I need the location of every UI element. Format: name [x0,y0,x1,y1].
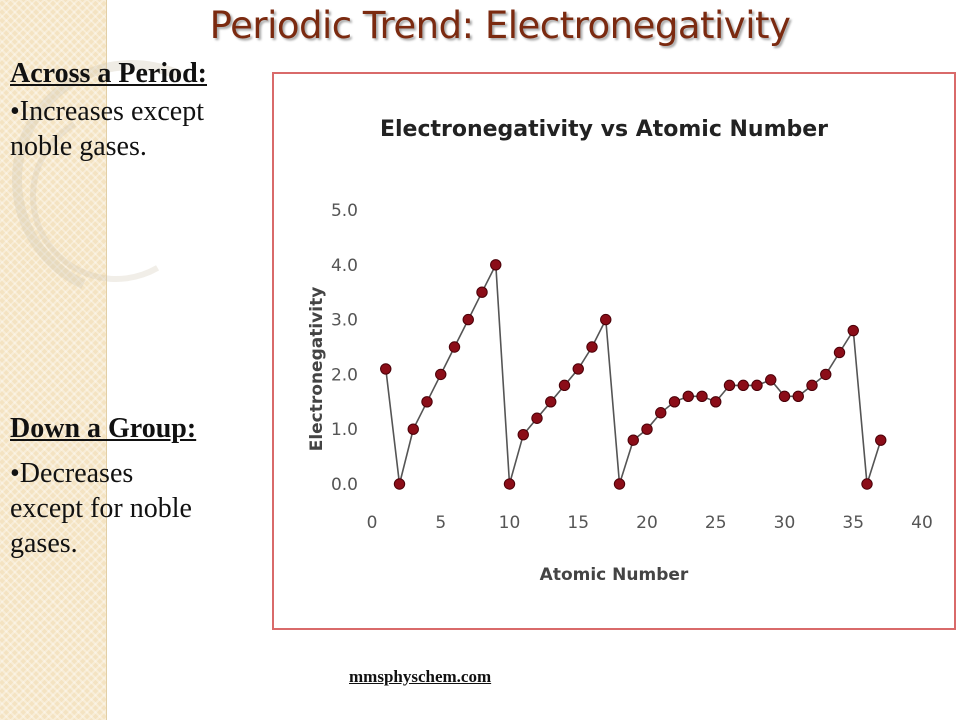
down-group-heading: Down a Group: [10,413,197,444]
data-point [668,396,681,408]
data-point [641,423,653,435]
y-tick-label: 2.0 [331,365,358,385]
data-point [765,374,777,386]
y-tick-label: 4.0 [331,256,358,276]
data-point [778,390,791,403]
data-point [833,346,846,359]
data-point [380,363,392,375]
x-tick-label: 5 [435,513,446,533]
data-point [435,368,447,381]
data-point [531,412,543,424]
data-point [723,379,736,392]
data-point [462,313,474,326]
across-period-heading: Across a Period: [10,58,207,89]
data-point [847,324,859,337]
across-period-text: •Increases except noble gases. [10,94,204,164]
data-point [600,313,612,326]
data-point [490,259,502,271]
data-point [696,390,708,403]
data-point [806,379,818,392]
data-point [517,428,529,441]
data-point [682,390,694,403]
data-point [820,368,832,381]
x-axis-label: Atomic Number [540,565,689,585]
data-point [503,478,516,490]
data-point [613,478,626,490]
x-tick-label: 10 [499,513,521,533]
data-point [421,396,433,408]
across-period-line: noble gases. [10,131,147,162]
source-credit: mmsphyschem.com [349,667,492,686]
y-tick-label: 0.0 [331,475,358,495]
y-tick-label: 1.0 [331,420,358,440]
y-tick-label: 3.0 [331,311,358,331]
decorative-side-strip [0,0,107,720]
y-axis-label: Electronegativity [307,287,327,452]
data-point [545,396,557,408]
x-tick-label: 20 [636,513,658,533]
data-point [751,379,763,392]
data-point [476,286,488,298]
x-tick-label: 0 [367,513,378,533]
data-point [655,407,667,419]
data-point [572,363,584,375]
data-point [710,396,722,408]
data-point [407,423,419,435]
y-tick-label: 5.0 [331,201,358,221]
data-point [737,379,749,392]
chart-frame: Electronegativity vs Atomic Number Atomi… [272,72,956,630]
data-point [448,341,461,353]
slide-title: Periodic Trend: Electronegativity [209,4,791,47]
data-point [875,434,887,446]
down-group-text: •Decreases except for noble gases. [10,456,192,561]
data-point [792,390,804,403]
data-point [393,478,406,490]
electronegativity-chart: Electronegativity vs Atomic Number Atomi… [307,117,933,585]
x-tick-label: 40 [911,513,933,533]
x-tick-label: 35 [842,513,864,533]
chart-title: Electronegativity vs Atomic Number [380,117,828,142]
series-line [385,261,882,485]
data-point [627,434,639,446]
data-point [861,478,873,490]
data-point [558,379,571,392]
down-group-line: •Decreases [10,458,134,489]
across-period-line: •Increases except [10,96,205,127]
x-tick-label: 30 [774,513,796,533]
x-tick-label: 15 [567,513,589,533]
down-group-line: except for noble [10,493,192,524]
x-tick-label: 25 [705,513,727,533]
down-group-line: gases. [10,528,78,559]
data-point [586,341,598,353]
